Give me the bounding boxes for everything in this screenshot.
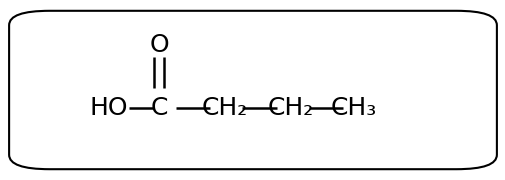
FancyBboxPatch shape — [9, 11, 496, 169]
Text: O: O — [149, 33, 169, 57]
Text: CH₂: CH₂ — [267, 96, 314, 120]
Text: CH₂: CH₂ — [201, 96, 248, 120]
Text: CH₃: CH₃ — [330, 96, 377, 120]
Text: HO: HO — [89, 96, 128, 120]
Text: C: C — [150, 96, 168, 120]
